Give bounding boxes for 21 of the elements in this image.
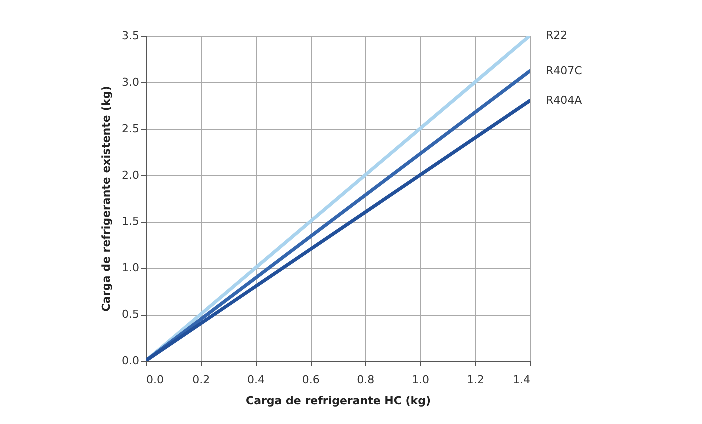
y-tick-label: 0.5 xyxy=(122,308,140,322)
x-tick-label: 1.0 xyxy=(412,374,430,386)
series-label: R404A xyxy=(546,94,583,107)
x-axis-title: Carga de refrigerante HC (kg) xyxy=(246,394,431,408)
x-tick-label: 0.8 xyxy=(357,374,375,386)
x-tick-label: 1.4 xyxy=(513,374,530,386)
x-tick-label: 1.2 xyxy=(466,374,484,386)
y-tick-label: 3.0 xyxy=(122,76,140,89)
series-label: R22 xyxy=(546,29,568,42)
x-tick-label: 0.4 xyxy=(247,374,265,386)
x-tick-label: 0.6 xyxy=(302,374,320,386)
y-tick-label: 0.0 xyxy=(122,354,140,368)
y-axis-title: Carga de refrigerante existente (kg) xyxy=(100,86,114,312)
y-tick-label: 2.0 xyxy=(122,168,140,182)
y-tick-label: 2.5 xyxy=(122,122,140,136)
x-tick-label: 0.0 xyxy=(146,374,164,386)
x-tick-label: 0.2 xyxy=(192,374,210,386)
y-tick-label: 1.0 xyxy=(122,262,140,275)
y-tick-label: 3.5 xyxy=(122,30,140,42)
series-label: R407C xyxy=(546,64,583,78)
y-tick-label: 1.5 xyxy=(122,215,140,228)
